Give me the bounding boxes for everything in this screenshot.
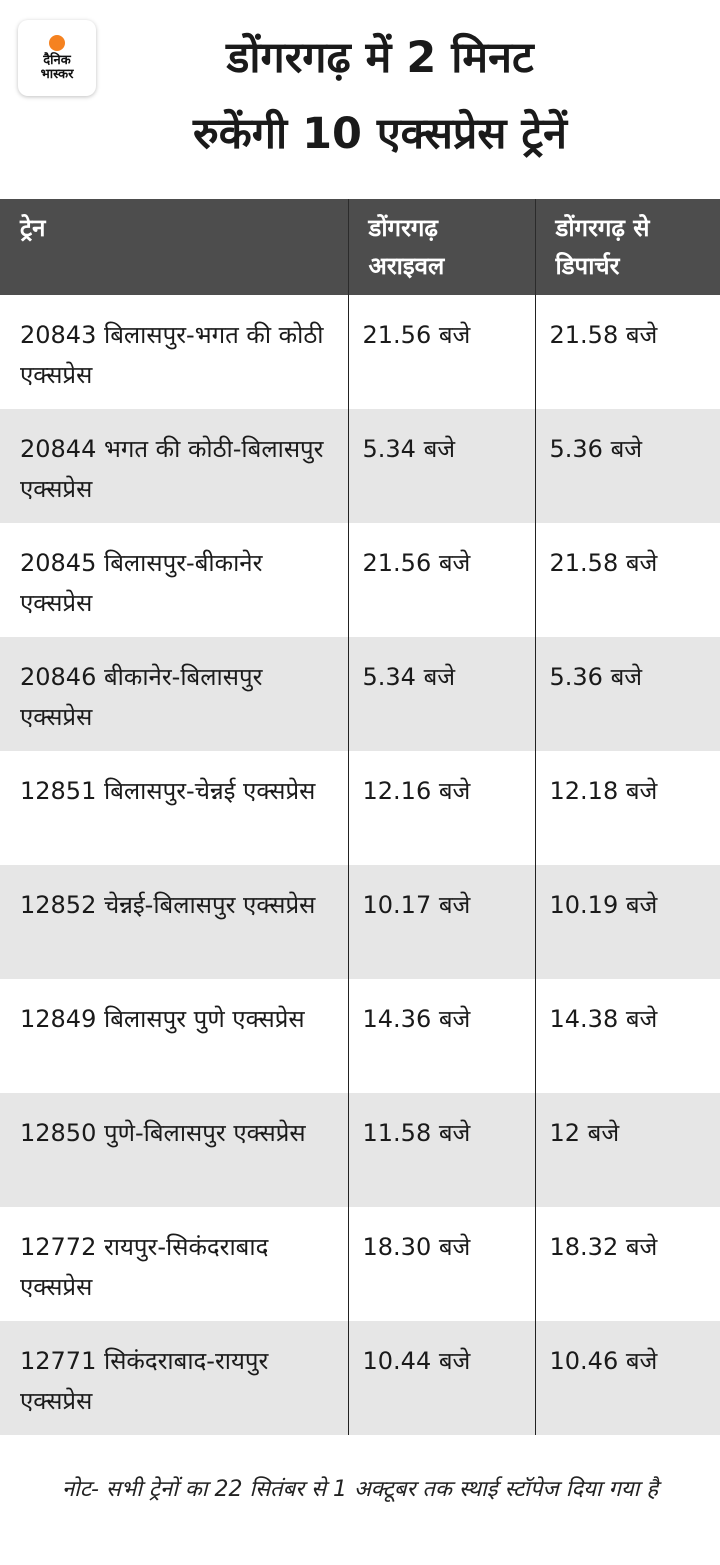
departure-time-cell: 21.58 बजे bbox=[534, 295, 720, 409]
table-row: 12772 रायपुर-सिकंदराबाद एक्सप्रेस 18.30 ब… bbox=[0, 1207, 720, 1321]
departure-time-cell: 14.38 बजे bbox=[534, 979, 720, 1093]
arrival-time-cell: 11.58 बजे bbox=[347, 1093, 535, 1207]
table-row: 20843 बिलासपुर-भगत की कोठी एक्सप्रेस 21.5… bbox=[0, 295, 720, 409]
table-row: 12771 सिकंदराबाद-रायपुर एक्सप्रेस 10.44 ब… bbox=[0, 1321, 720, 1435]
table-header-row: ट्रेन डोंगरगढ़ अराइवल डोंगरगढ़ से डिपार्… bbox=[0, 199, 720, 295]
departure-time-cell: 5.36 बजे bbox=[534, 409, 720, 523]
departure-time-cell: 5.36 बजे bbox=[534, 637, 720, 751]
departure-time-cell: 12 बजे bbox=[534, 1093, 720, 1207]
arrival-time-cell: 18.30 बजे bbox=[347, 1207, 535, 1321]
arrival-time-cell: 5.34 बजे bbox=[347, 409, 535, 523]
logo-text-line2: भास्कर bbox=[40, 66, 74, 82]
table-row: 20844 भगत की कोठी-बिलासपुर एक्सप्रेस 5.34… bbox=[0, 409, 720, 523]
train-name-cell: 20843 बिलासपुर-भगत की कोठी एक्सप्रेस bbox=[0, 295, 348, 409]
logo-text-line1: दैनिक bbox=[43, 52, 71, 68]
train-name-cell: 12850 पुणे-बिलासपुर एक्सप्रेस bbox=[0, 1093, 348, 1207]
header-departure: डोंगरगढ़ से डिपार्चर bbox=[534, 199, 720, 295]
page-title: डोंगरगढ़ में 2 मिनट रुकेंगी 10 एक्सप्रेस… bbox=[100, 20, 660, 172]
train-name-cell: 12852 चेन्नई-बिलासपुर एक्सप्रेस bbox=[0, 865, 348, 979]
departure-time-cell: 10.46 बजे bbox=[534, 1321, 720, 1435]
arrival-time-cell: 21.56 बजे bbox=[347, 295, 535, 409]
train-name-cell: 12772 रायपुर-सिकंदराबाद एक्सप्रेस bbox=[0, 1207, 348, 1321]
table-row: 20845 बिलासपुर-बीकानेर एक्सप्रेस 21.56 बज… bbox=[0, 523, 720, 637]
train-name-cell: 12849 बिलासपुर पुणे एक्सप्रेस bbox=[0, 979, 348, 1093]
header-arrival: डोंगरगढ़ अराइवल bbox=[347, 199, 535, 295]
train-name-cell: 20846 बीकानेर-बिलासपुर एक्सप्रेस bbox=[0, 637, 348, 751]
departure-time-cell: 10.19 बजे bbox=[534, 865, 720, 979]
train-name-cell: 12851 बिलासपुर-चेन्नई एक्सप्रेस bbox=[0, 751, 348, 865]
departure-time-cell: 18.32 बजे bbox=[534, 1207, 720, 1321]
arrival-time-cell: 10.17 बजे bbox=[347, 865, 535, 979]
header-train: ट्रेन bbox=[0, 199, 348, 295]
departure-time-cell: 21.58 बजे bbox=[534, 523, 720, 637]
footnote: नोट- सभी ट्रेनों का 22 सितंबर से 1 अक्टू… bbox=[61, 1477, 659, 1502]
train-name-cell: 12771 सिकंदराबाद-रायपुर एक्सप्रेस bbox=[0, 1321, 348, 1435]
train-name-cell: 20845 बिलासपुर-बीकानेर एक्सप्रेस bbox=[0, 523, 348, 637]
arrival-time-cell: 21.56 बजे bbox=[347, 523, 535, 637]
table-row: 12849 बिलासपुर पुणे एक्सप्रेस 14.36 बजे 14… bbox=[0, 979, 720, 1093]
title-line-2: रुकेंगी 10 एक्सप्रेस ट्रेनें bbox=[193, 109, 567, 159]
departure-time-cell: 12.18 बजे bbox=[534, 751, 720, 865]
table-row: 12852 चेन्नई-बिलासपुर एक्सप्रेस 10.17 बजे… bbox=[0, 865, 720, 979]
sun-icon bbox=[49, 34, 65, 51]
arrival-time-cell: 14.36 बजे bbox=[347, 979, 535, 1093]
train-schedule-table: ट्रेन डोंगरगढ़ अराइवल डोंगरगढ़ से डिपार्… bbox=[0, 199, 720, 1435]
arrival-time-cell: 5.34 बजे bbox=[347, 637, 535, 751]
train-name-cell: 20844 भगत की कोठी-बिलासपुर एक्सप्रेस bbox=[0, 409, 348, 523]
table-row: 20846 बीकानेर-बिलासपुर एक्सप्रेस 5.34 बजे… bbox=[0, 637, 720, 751]
arrival-time-cell: 10.44 बजे bbox=[347, 1321, 535, 1435]
title-line-1: डोंगरगढ़ में 2 मिनट bbox=[226, 33, 534, 83]
dainik-bhaskar-logo: दैनिक भास्कर bbox=[18, 20, 96, 96]
table-row: 12851 बिलासपुर-चेन्नई एक्सप्रेस 12.16 बजे… bbox=[0, 751, 720, 865]
arrival-time-cell: 12.16 बजे bbox=[347, 751, 535, 865]
table-row: 12850 पुणे-बिलासपुर एक्सप्रेस 11.58 बजे 12… bbox=[0, 1093, 720, 1207]
